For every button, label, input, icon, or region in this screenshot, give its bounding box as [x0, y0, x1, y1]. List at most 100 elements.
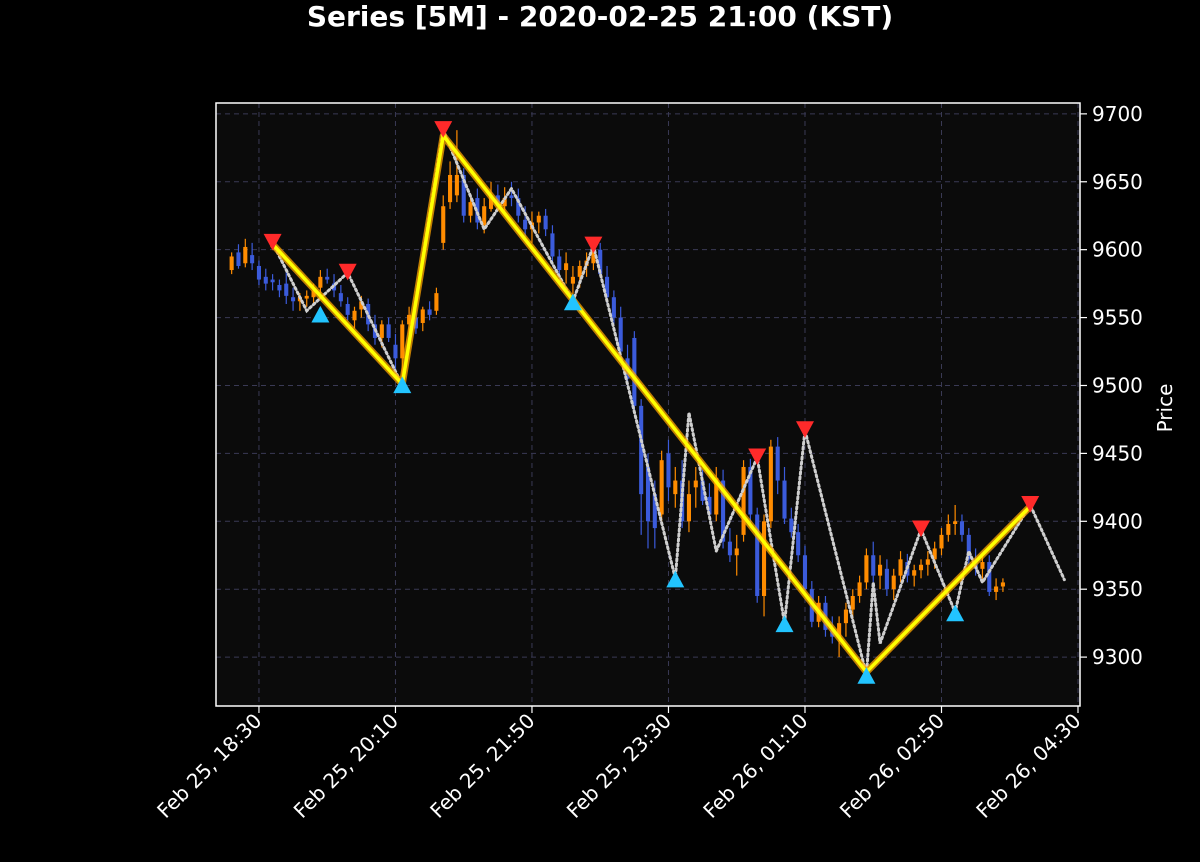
candle-body: [482, 206, 487, 226]
y-tick-label: 9550: [1092, 306, 1143, 330]
candle-body: [932, 548, 937, 560]
candle-body: [700, 480, 705, 501]
candle-body: [714, 477, 719, 515]
candle-body: [557, 256, 562, 271]
y-tick-label: 9450: [1092, 441, 1143, 465]
candle-body: [448, 174, 453, 203]
candle-body: [407, 314, 412, 325]
y-tick-label: 9650: [1092, 170, 1143, 194]
candle-body: [454, 174, 459, 196]
candle-body: [318, 276, 323, 288]
candle-body: [386, 324, 391, 338]
candle-body: [263, 276, 268, 284]
candle-body: [659, 460, 664, 515]
candle-body: [434, 293, 439, 311]
candle-body: [420, 309, 425, 324]
candle-body: [1000, 582, 1005, 587]
candle-body: [734, 548, 739, 556]
candle-body: [727, 541, 732, 556]
candle-body: [843, 609, 848, 624]
trough-marker: [946, 604, 965, 622]
candle-body: [953, 521, 958, 525]
candle-body: [393, 344, 398, 359]
candle-body: [577, 265, 582, 277]
candle-body: [686, 494, 691, 522]
peak-marker: [338, 263, 357, 281]
candle-body: [878, 564, 883, 576]
candle-body: [359, 301, 364, 310]
candle-body: [652, 494, 657, 529]
candle-body: [966, 534, 971, 560]
candle-body: [543, 215, 548, 230]
candle-body: [666, 453, 671, 488]
y-tick-label: 9350: [1092, 577, 1143, 601]
candle-body: [884, 568, 889, 590]
candle-body: [468, 202, 473, 216]
candle-body: [918, 564, 924, 571]
candle-body: [632, 337, 637, 406]
candle-body: [441, 206, 446, 243]
chart-title: Series [5M] - 2020-02-25 21:00 (KST): [307, 0, 893, 33]
candle-body: [256, 265, 261, 280]
candle-body: [871, 555, 876, 576]
candle-body: [618, 317, 623, 352]
candle-body: [891, 575, 896, 590]
candle-body: [598, 249, 603, 275]
candle-body: [755, 514, 760, 596]
candle-body: [516, 198, 521, 216]
trough-marker: [666, 570, 685, 588]
pivot-markers: [263, 121, 1040, 684]
candle-body: [939, 534, 944, 549]
candle-body: [550, 233, 555, 257]
y-tick-label: 9500: [1092, 373, 1143, 397]
candle-body: [379, 324, 384, 338]
candle-body: [898, 559, 903, 576]
y-tick-label: 9400: [1092, 509, 1143, 533]
candle-body: [707, 496, 712, 515]
y-tick-label: 9700: [1092, 102, 1143, 126]
candle-body: [502, 198, 507, 207]
peak-marker: [912, 520, 931, 538]
candle-body: [864, 555, 869, 583]
candle-body: [277, 284, 282, 291]
candle-body: [229, 256, 234, 271]
candle-body: [345, 304, 350, 315]
plot-frame: [215, 102, 1081, 707]
candle-body: [673, 480, 678, 495]
candle-body: [925, 559, 930, 565]
candle-body: [796, 532, 801, 556]
y-tick-label: 9600: [1092, 238, 1143, 262]
candle-body: [748, 466, 753, 515]
candle-body: [802, 555, 808, 590]
peak-marker: [1021, 496, 1040, 513]
candle-body: [741, 466, 746, 535]
candle-body: [768, 446, 773, 522]
y-axis: 9300 9350 9400 9450 9500 9550 9600 9650 9700: [1080, 102, 1143, 669]
candle-body: [564, 263, 569, 271]
candle-body: [250, 255, 255, 264]
candle-body: [782, 480, 787, 519]
candle-body: [338, 293, 343, 302]
candle-body: [243, 246, 248, 264]
candle-body: [570, 276, 575, 284]
candle-body: [850, 595, 855, 610]
candle-body: [994, 586, 999, 592]
candle-body: [857, 582, 862, 596]
peak-marker: [584, 236, 603, 254]
candle-body: [311, 290, 316, 298]
candle-body: [236, 252, 241, 266]
candle-body: [611, 297, 616, 318]
candle-body: [536, 215, 541, 223]
candle-body: [325, 276, 330, 280]
candle-body: [789, 518, 794, 533]
peak-marker: [263, 233, 282, 251]
candle-body: [775, 446, 780, 481]
candle-body: [488, 195, 494, 209]
candle-body: [291, 297, 296, 302]
candle-body: [721, 480, 726, 542]
candle-body: [270, 279, 275, 283]
peak-marker: [434, 121, 453, 138]
candle-body: [645, 466, 651, 522]
peak-marker: [748, 448, 767, 466]
